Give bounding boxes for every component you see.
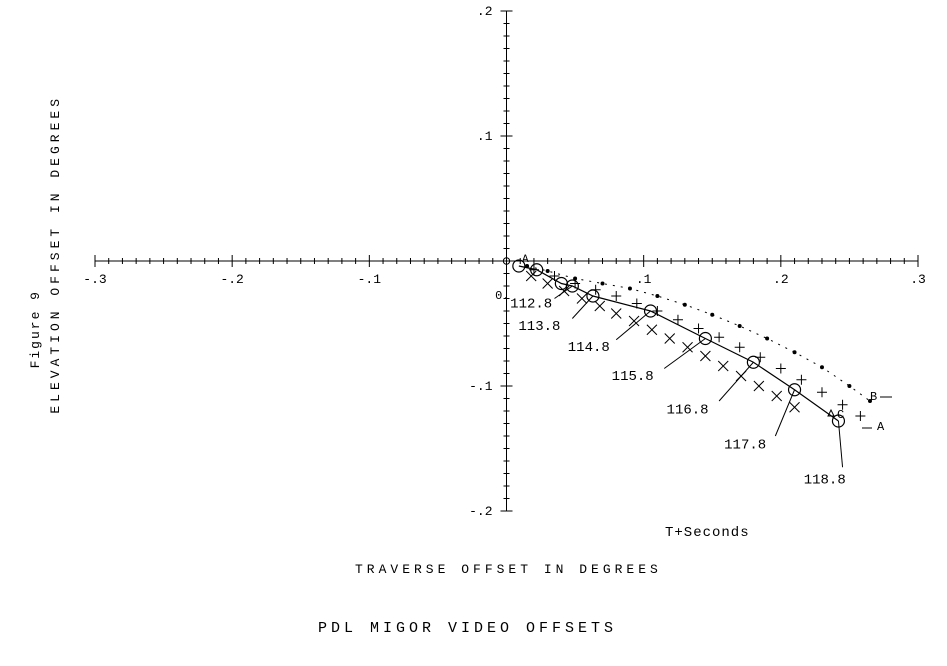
y-axis-label: ELEVATION OFFSET IN DEGREES bbox=[48, 95, 63, 414]
series-letter-label: C bbox=[837, 408, 844, 422]
time-label: 117.8 bbox=[724, 438, 766, 454]
x-tick-label: .2 bbox=[773, 272, 789, 287]
y-tick-label: .2 bbox=[477, 4, 493, 19]
time-label: 116.8 bbox=[667, 403, 709, 419]
y-tick-label: -.2 bbox=[469, 504, 492, 519]
y-tick-label: .1 bbox=[477, 129, 493, 144]
figure-label: Figure 9 bbox=[28, 290, 43, 368]
series-letter-label: B bbox=[870, 390, 877, 404]
time-label: 115.8 bbox=[612, 369, 654, 385]
x-axis-label: TRAVERSE OFFSET IN DEGREES bbox=[355, 562, 662, 577]
x-tick-label: -.3 bbox=[83, 272, 106, 287]
y-tick-label: -.1 bbox=[469, 379, 493, 394]
time-label: 114.8 bbox=[568, 340, 610, 356]
x-tick-label: .3 bbox=[910, 272, 926, 287]
time-label: 113.8 bbox=[518, 319, 560, 335]
time-label: 118.8 bbox=[804, 473, 846, 489]
legend-time-label: T+Seconds bbox=[665, 525, 750, 541]
x-tick-label: -.1 bbox=[358, 272, 382, 287]
chart-title: PDL MIGOR VIDEO OFFSETS bbox=[318, 620, 617, 637]
x-tick-label: .1 bbox=[636, 272, 652, 287]
origin-zero-label: 0. bbox=[495, 289, 509, 303]
time-label: 112.8 bbox=[510, 296, 552, 312]
x-tick-label: -.2 bbox=[220, 272, 243, 287]
series-letter-label: A bbox=[877, 420, 885, 434]
origin-series-label: A bbox=[522, 254, 529, 266]
